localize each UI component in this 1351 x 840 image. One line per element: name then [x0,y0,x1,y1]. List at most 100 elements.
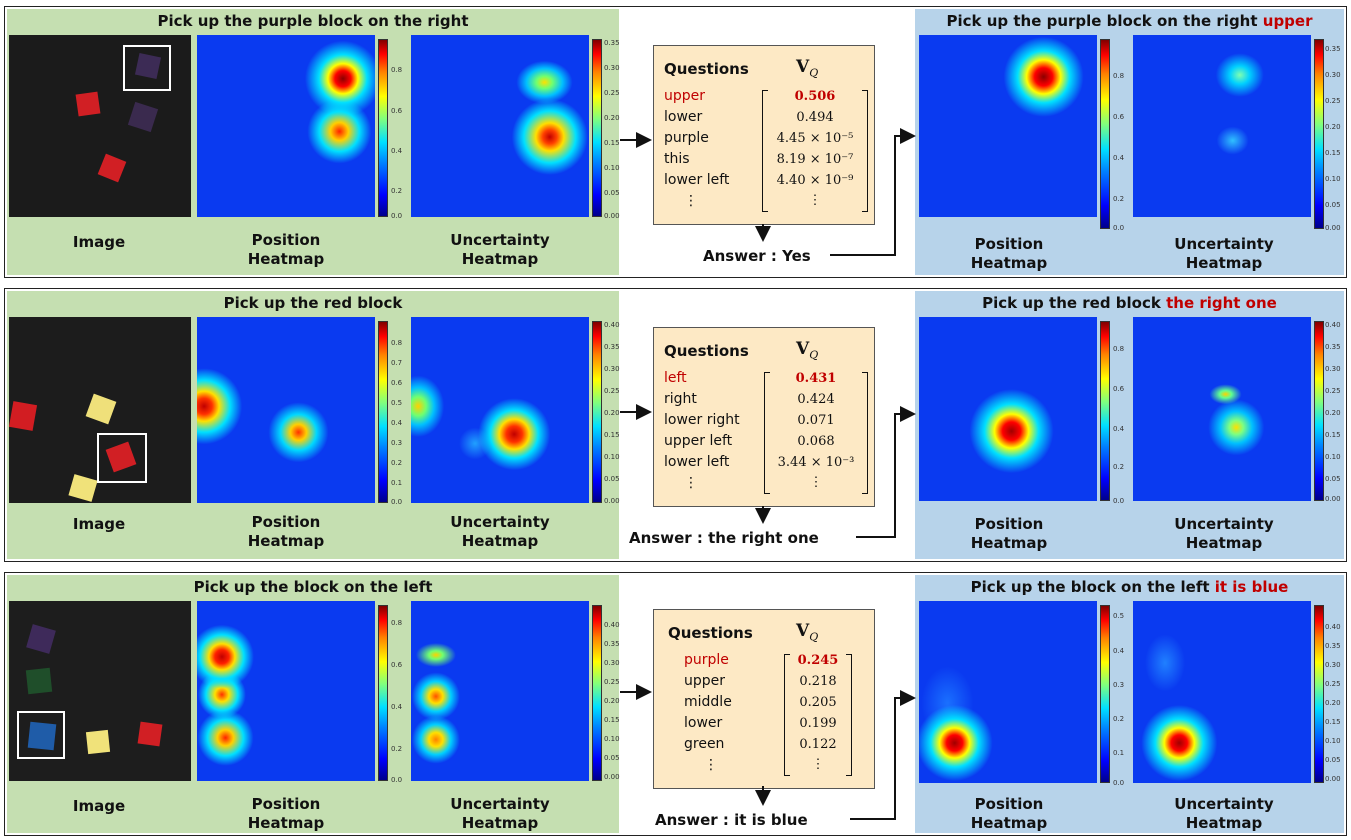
question-item: upper [684,673,726,689]
question-item: left [664,370,687,386]
colorbar-tick: 0.10 [604,453,620,461]
question-value: 0.424 [797,392,835,407]
position-colorbar [1100,39,1110,229]
instruction-title: Pick up the block on the left [193,578,433,596]
colorbar-tick: 0.15 [1325,149,1341,157]
position-colorbar [378,39,388,217]
colorbar-tick: 0.00 [604,773,620,781]
matrix-bracket-right [862,372,868,494]
colorbar-tick: 0.8 [1113,72,1125,80]
vq-heading: VQ [796,57,819,80]
uncertainty-label: Uncertainty Heatmap [1174,795,1274,832]
colorbar-tick: 0.35 [1325,45,1341,53]
question-values-box: Questions VQ left right lower right uppe… [653,327,875,507]
colorbar-tick: 0.3 [391,439,403,447]
position-colorbar [378,605,388,781]
question-value: 0.205 [799,695,837,710]
matrix-bracket-left [784,654,790,776]
colorbar-tick: 0.20 [604,409,620,417]
image-label: Image [72,797,126,815]
questions-heading: Questions [664,342,749,360]
uncertainty-colorbar [592,321,602,503]
colorbar-tick: 0.25 [1325,387,1341,395]
colorbar-tick: 0.4 [1113,647,1125,655]
ellipsis: ⋮ [704,757,718,773]
target-box [123,45,171,91]
colorbar-tick: 0.2 [1113,195,1125,203]
matrix-bracket-right [862,90,868,212]
question-value: 0.218 [799,674,837,689]
colorbar-tick: 0.15 [604,431,620,439]
refined-panel: Pick up the red block the right one 0.8 … [915,291,1344,559]
uncertainty-heatmap [1133,601,1311,783]
colorbar-tick: 0.10 [1325,453,1341,461]
position-label: Position Heatmap [247,513,325,550]
colorbar-tick: 0.35 [604,640,620,648]
uncertainty-label: Uncertainty Heatmap [450,231,550,268]
question-value: 4.40 × 10⁻⁹ [776,173,854,188]
refined-instruction-title: Pick up the purple block on the right up… [946,12,1313,30]
colorbar-tick: 0.15 [604,716,620,724]
ellipsis: ⋮ [809,475,823,490]
question-item: lower right [664,412,740,428]
colorbar-tick: 0.00 [604,497,620,505]
position-label: Position Heatmap [970,235,1048,272]
question-value: 0.245 [797,653,839,668]
position-label: Position Heatmap [247,795,325,832]
colorbar-tick: 0.00 [1325,775,1341,783]
question-value: 0.199 [799,716,837,731]
question-item: purple [664,130,709,146]
colorbar-tick: 0.10 [604,164,620,172]
colorbar-tick: 0.6 [391,379,403,387]
question-value: 8.19 × 10⁻⁷ [776,152,854,167]
colorbar-tick: 0.0 [1113,224,1125,232]
colorbar-tick: 0.6 [1113,113,1125,121]
colorbar-tick: 0.0 [391,776,403,784]
arrow [850,690,916,820]
instruction-title: Pick up the red block [223,294,403,312]
colorbar-tick: 0.30 [604,365,620,373]
scene-image [9,601,191,781]
colorbar-tick: 0.8 [1113,345,1125,353]
uncertainty-colorbar [1314,321,1324,501]
colorbar-tick: 0.4 [391,419,403,427]
answer-text: Answer : Yes [703,247,811,265]
colorbar-tick: 0.40 [1325,321,1341,329]
colorbar-tick: 0.2 [391,459,403,467]
ellipsis: ⋮ [684,475,698,491]
refined-instruction-title: Pick up the block on the left it is blue [970,578,1289,596]
colorbar-tick: 0.6 [1113,385,1125,393]
colorbar-tick: 0.10 [1325,175,1341,183]
question-item: lower left [664,172,730,188]
position-colorbar [1100,321,1110,501]
position-label: Position Heatmap [970,515,1048,552]
colorbar-tick: 0.7 [391,359,403,367]
colorbar-tick: 0.2 [391,187,403,195]
colorbar-tick: 0.20 [1325,409,1341,417]
matrix-bracket-right [846,654,852,776]
example-row-3: Pick up the block on the left 0.8 0.6 0.… [4,572,1347,836]
colorbar-tick: 0.30 [1325,661,1341,669]
colorbar-tick: 0.30 [1325,71,1341,79]
refined-instruction-title: Pick up the red block the right one [982,294,1277,312]
initial-panel: Pick up the red block 0.8 0.7 0.6 0.5 0.… [7,291,620,559]
colorbar-tick: 0.30 [1325,365,1341,373]
question-value: 0.431 [795,371,837,386]
colorbar-tick: 0.15 [1325,431,1341,439]
matrix-bracket-left [764,372,770,494]
colorbar-tick: 0.30 [604,659,620,667]
questions-heading: Questions [668,624,753,642]
colorbar-tick: 0.2 [1113,463,1125,471]
question-value: 0.071 [797,413,835,428]
scene-image [9,317,191,503]
question-values-box: Questions VQ upper lower purple this low… [653,45,875,225]
instruction-title: Pick up the purple block on the right [157,12,469,30]
questions-heading: Questions [664,60,749,78]
question-item: upper left [664,433,733,449]
answer-text: Answer : it is blue [655,811,808,829]
position-heatmap [919,317,1097,501]
uncertainty-heatmap [1133,35,1311,217]
colorbar-tick: 0.2 [391,745,403,753]
colorbar-tick: 0.0 [391,498,403,506]
